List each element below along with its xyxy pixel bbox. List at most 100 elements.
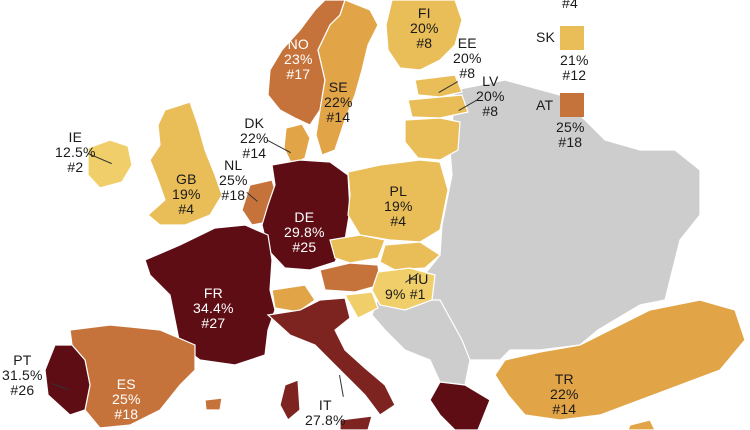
map-region-ch (271, 284, 316, 313)
map-region-sicily (339, 415, 373, 430)
label-de-rate: 29.8% (284, 224, 325, 240)
label-no-rank: #17 (286, 66, 311, 82)
label-gb-rank: #4 (178, 201, 195, 217)
map-region-balearics (204, 397, 223, 411)
map-region-ee (414, 74, 463, 98)
label-fr: FR 34.4% #27 (193, 286, 234, 331)
label-it-code: IT (318, 397, 332, 413)
label-fr-rate: 34.4% (193, 300, 234, 316)
map-region-east-nodata (419, 79, 701, 361)
label-hu-rate: 9% (384, 286, 406, 302)
map-region-pl (347, 159, 449, 243)
label-nl-rate: 25% (219, 172, 248, 188)
map-region-lt (404, 117, 461, 161)
map-region-at (319, 262, 381, 293)
label-nl-rank: #18 (221, 187, 246, 203)
label-gb-code: GB (175, 171, 197, 187)
legend-at-rank: #18 (558, 134, 583, 150)
map-region-cyprus (627, 419, 656, 430)
map-region-it (266, 297, 396, 416)
label-lv-code: LV (482, 73, 499, 89)
label-no: NO 23% #17 (284, 37, 313, 82)
label-es-rate: 25% (112, 391, 141, 407)
label-hu-value: 9% #1 (382, 287, 429, 302)
label-es-rank: #18 (114, 406, 139, 422)
label-dk: DK 22% #14 (240, 116, 269, 161)
legend-at-rate: 25% (556, 119, 585, 135)
map-region-sk (379, 241, 441, 271)
label-nl-code: NL (224, 157, 243, 173)
label-dk-code: DK (244, 115, 265, 131)
label-es: ES 25% #18 (112, 377, 141, 422)
label-es-code: ES (116, 376, 136, 392)
label-se-code: SE (328, 79, 348, 95)
label-se: SE 22% #14 (324, 80, 353, 125)
label-ie-rank: #2 (67, 159, 84, 175)
legend-sk-swatch (560, 26, 584, 50)
legend-sk-rank: #12 (562, 67, 587, 83)
label-pl-rank: #4 (390, 213, 407, 229)
label-ee-rank: #8 (459, 65, 476, 81)
map-region-sardinia (279, 379, 301, 421)
label-dk-rate: 22% (240, 130, 269, 146)
label-ie-rate: 12.5% (55, 144, 96, 160)
label-pl-code: PL (389, 183, 408, 199)
label-pl: PL 19% #4 (384, 184, 413, 229)
map-region-si (344, 291, 379, 319)
label-lv: LV 20% #8 (476, 74, 505, 119)
label-ie: IE 12.5% #2 (55, 130, 96, 175)
label-fr-rank: #27 (201, 315, 226, 331)
label-fr-code: FR (203, 285, 223, 301)
label-pt-rate: 31.5% (2, 367, 43, 383)
label-gb-rate: 19% (172, 186, 201, 202)
map-region-lv (407, 94, 469, 119)
label-pt-code: PT (13, 352, 32, 368)
label-ee: EE 20% #8 (453, 36, 482, 81)
legend-sk-rate: 21% (560, 52, 589, 68)
label-tr-rate: 22% (550, 386, 579, 402)
map-region-se (315, 0, 379, 156)
label-lv-rank: #8 (482, 103, 499, 119)
map-region-ie (87, 139, 133, 189)
label-pl-rate: 19% (384, 198, 413, 214)
label-gb: GB 19% #4 (172, 172, 201, 217)
map-region-pt (44, 344, 91, 416)
legend-fragment-text: #4 (562, 0, 578, 11)
label-ie-code: IE (68, 129, 83, 145)
map-region-fr (144, 224, 276, 366)
legend-at-code: AT (536, 97, 554, 113)
map-region-cz (329, 234, 386, 264)
label-hu: HU 9% #1 (382, 272, 429, 302)
label-it: IT 27.8% (305, 398, 346, 428)
map-region-gb (147, 101, 223, 226)
label-it-rate: 27.8% (305, 412, 346, 428)
label-pt: PT 31.5% #26 (2, 353, 43, 398)
label-fi-rate: 20% (410, 20, 439, 36)
label-pt-rank: #26 (10, 382, 35, 398)
label-ee-rate: 20% (453, 50, 482, 66)
label-de: DE 29.8% #25 (284, 210, 325, 255)
label-dk-rank: #14 (242, 145, 267, 161)
label-se-rate: 22% (324, 94, 353, 110)
label-hu-rank: #1 (409, 286, 426, 302)
label-hu-code: HU (408, 271, 429, 287)
label-nl: NL 25% #18 (219, 158, 248, 203)
legend-sk-values: 21% #12 (560, 53, 589, 83)
legend-at-values: 25% #18 (556, 120, 585, 150)
label-ee-code: EE (457, 35, 477, 51)
map-region-dk (283, 123, 311, 166)
label-fi-rank: #8 (416, 35, 433, 51)
label-no-code: NO (287, 36, 310, 52)
label-no-rate: 23% (284, 51, 313, 67)
label-se-rank: #14 (326, 109, 351, 125)
legend-at-swatch (560, 93, 584, 117)
label-fi-code: FI (417, 5, 431, 21)
label-tr: TR 22% #14 (550, 372, 579, 417)
label-lv-rate: 20% (476, 88, 505, 104)
label-tr-code: TR (554, 371, 574, 387)
label-tr-rank: #14 (552, 401, 577, 417)
map-region-de (261, 159, 351, 271)
legend-sk-code: SK (536, 29, 556, 45)
label-de-code: DE (294, 209, 315, 225)
